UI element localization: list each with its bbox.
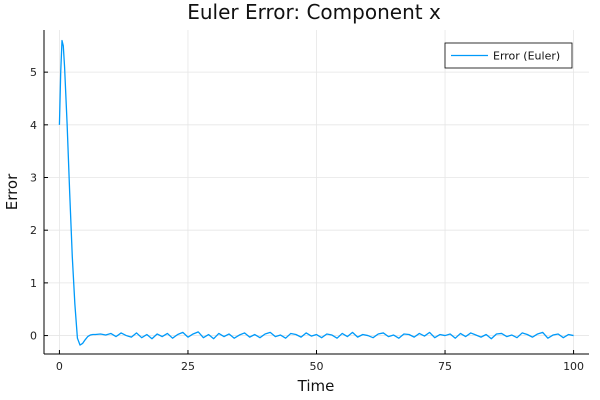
x-tick-label: 50: [310, 360, 324, 373]
legend: Error (Euler): [444, 42, 573, 69]
x-tick-label: 25: [181, 360, 195, 373]
x-tick-label: 75: [438, 360, 452, 373]
y-tick-label: 2: [30, 224, 37, 237]
y-tick-label: 5: [30, 66, 37, 79]
series-line-0: [58, 39, 574, 346]
chart-title: Euler Error: Component x: [187, 0, 441, 24]
axes: [43, 30, 589, 355]
x-tick-label: 100: [563, 360, 584, 373]
x-tick-label: 0: [56, 360, 63, 373]
series-lines: [58, 39, 574, 346]
legend-label: Error (Euler): [493, 50, 560, 63]
tick-labels: 0 25 50 75 100 0 1 2 3 4 5: [30, 66, 584, 373]
grid: [44, 30, 589, 354]
y-tick-label: 4: [30, 119, 37, 132]
y-axis-title: Error: [3, 173, 21, 210]
y-tick-label: 3: [30, 172, 37, 185]
y-tick-label: 0: [30, 330, 37, 343]
x-axis-title: Time: [297, 377, 335, 395]
y-tick-label: 1: [30, 277, 37, 290]
